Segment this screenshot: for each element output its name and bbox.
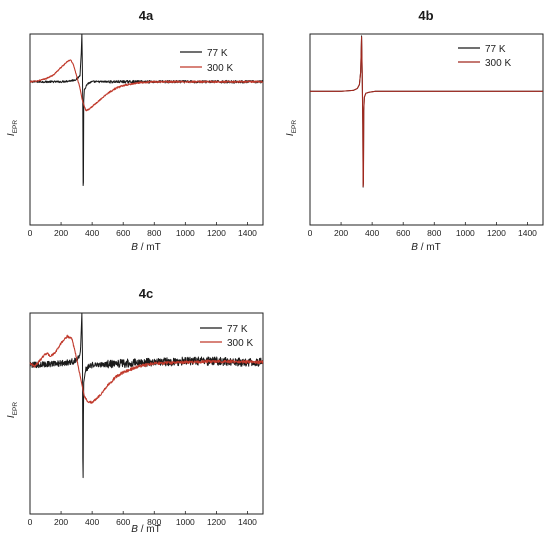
x-tick-label: 800 — [147, 228, 161, 238]
series-group-4b — [309, 35, 544, 188]
x-axis-label-4a: B / mT — [131, 242, 160, 253]
series-line-77k — [29, 312, 264, 479]
plot-area-4a — [29, 33, 264, 226]
panel-4c: 4c IEPR B / mT 0 200 400 600 800 1000 1200 1400… — [6, 286, 264, 535]
x-tick-label: 200 — [54, 228, 68, 238]
legend-4b: 77 K 300 K — [458, 44, 511, 69]
x-tick-label: 1400 — [518, 228, 537, 238]
x-tick-label: 800 — [427, 228, 441, 238]
y-axis-label-4b: IEPR — [285, 120, 298, 136]
x-tick-label: 200 — [54, 517, 68, 527]
x-tick-label: 600 — [396, 228, 410, 238]
x-axis-label-4b: B / mT — [411, 242, 440, 253]
legend-label-300k-4c: 300 K — [227, 338, 253, 349]
x-tick-label: 0 — [308, 228, 313, 238]
legend-label-300k-4a: 300 K — [207, 63, 233, 74]
series-line-77k — [29, 33, 264, 187]
x-ticks-4c: 0 200 400 600 800 1000 1200 1400 — [28, 511, 257, 527]
x-tick-label: 1200 — [487, 228, 506, 238]
panel-4a: 4a IEPR B / mT 0 200 400 600 800 1000 1200 1400… — [6, 8, 264, 253]
x-tick-label: 600 — [116, 228, 130, 238]
x-tick-label: 0 — [28, 228, 33, 238]
legend-label-77k-4c: 77 K — [227, 324, 248, 335]
panel-4b: 4b IEPR B / mT 0 200 400 600 800 1000 1200 1400… — [285, 8, 544, 253]
panel-title-4b: 4b — [418, 8, 433, 23]
panel-title-4a: 4a — [139, 8, 154, 23]
legend-label-77k-4a: 77 K — [207, 48, 228, 59]
x-tick-label: 1200 — [207, 517, 226, 527]
x-tick-label: 1200 — [207, 228, 226, 238]
legend-4a: 77 K 300 K — [180, 48, 233, 74]
x-ticks-4b: 0 200 400 600 800 1000 1200 1400 — [308, 222, 537, 238]
x-tick-label: 400 — [85, 228, 99, 238]
x-ticks-4a: 0 200 400 600 800 1000 1200 1400 — [28, 222, 257, 238]
legend-label-300k-4b: 300 K — [485, 58, 511, 69]
series-line-300k — [29, 334, 264, 404]
series-group-4c — [29, 312, 264, 479]
legend-label-77k-4b: 77 K — [485, 44, 506, 55]
x-tick-label: 400 — [85, 517, 99, 527]
legend-4c: 77 K 300 K — [200, 324, 253, 349]
y-axis-label-text-4a: IEPR — [6, 120, 19, 136]
y-axis-label-text-4b: IEPR — [285, 120, 298, 136]
y-axis-label-4c: IEPR — [6, 402, 19, 418]
y-axis-label-text-4c: IEPR — [6, 402, 19, 418]
x-tick-label: 800 — [147, 517, 161, 527]
x-tick-label: 1000 — [176, 228, 195, 238]
x-tick-label: 200 — [334, 228, 348, 238]
x-tick-label: 400 — [365, 228, 379, 238]
series-line-300k — [309, 36, 544, 188]
x-tick-label: 0 — [28, 517, 33, 527]
series-group-4a — [29, 33, 264, 187]
plot-area-4c — [29, 312, 264, 515]
x-tick-label: 1400 — [238, 228, 257, 238]
x-tick-label: 1400 — [238, 517, 257, 527]
x-tick-label: 1000 — [456, 228, 475, 238]
series-line-300k — [29, 59, 264, 112]
panel-title-4c: 4c — [139, 286, 153, 301]
x-tick-label: 600 — [116, 517, 130, 527]
x-axis-label-4c: B / mT — [131, 524, 160, 535]
plot-area-4b — [309, 33, 544, 226]
y-axis-label-4a: IEPR — [6, 120, 19, 136]
x-tick-label: 1000 — [176, 517, 195, 527]
